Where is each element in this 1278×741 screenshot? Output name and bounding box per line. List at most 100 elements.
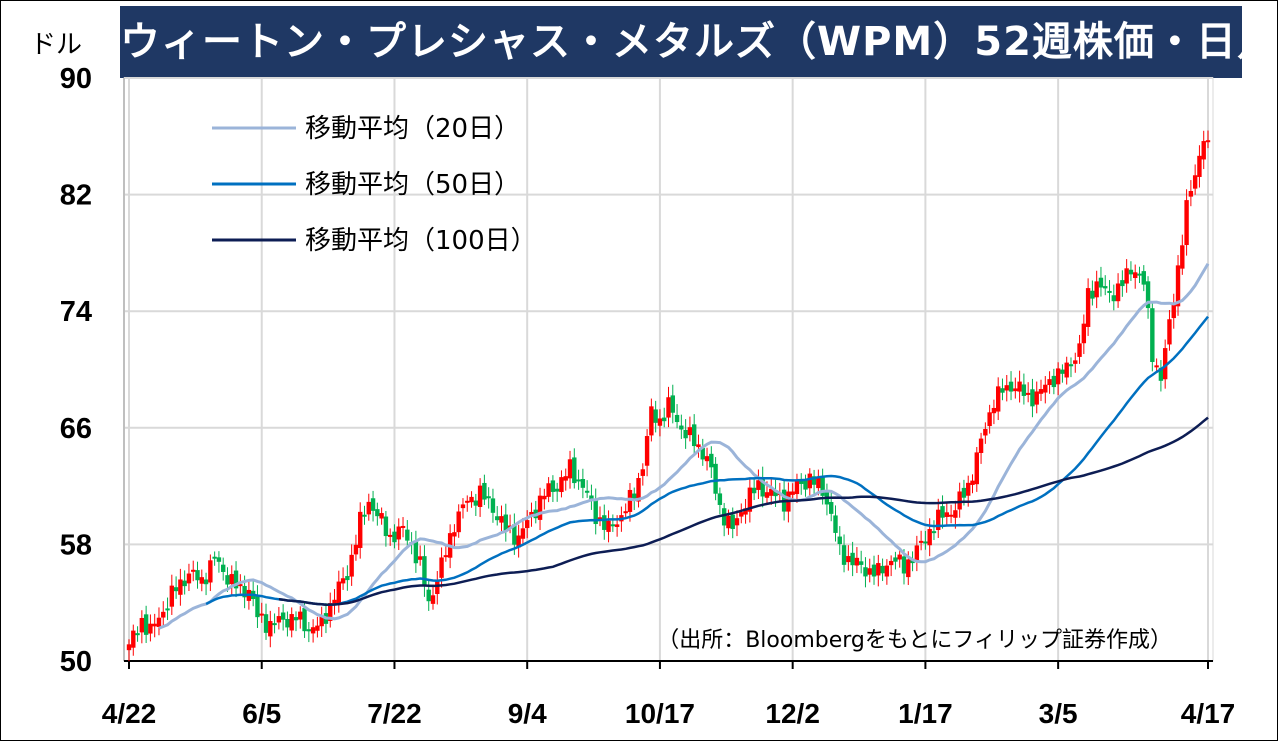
candle-body xyxy=(135,633,140,636)
candle-body xyxy=(208,560,213,583)
candle-body xyxy=(1145,281,1151,309)
y-tick-label: 58 xyxy=(60,529,92,561)
x-tick-label: 12/2 xyxy=(765,698,820,729)
candle-body xyxy=(550,480,556,492)
candle-body xyxy=(503,514,508,532)
candle-body xyxy=(606,520,611,532)
candle-body xyxy=(704,456,710,462)
candle-body xyxy=(152,623,157,627)
candle-body xyxy=(1103,286,1108,289)
candle-body xyxy=(1055,368,1061,385)
candle-body xyxy=(888,560,894,566)
candle-body xyxy=(554,488,560,492)
candle-body xyxy=(1004,385,1009,391)
candle-body xyxy=(747,487,753,512)
candle-body xyxy=(751,487,757,494)
ma-line-50 xyxy=(205,315,1209,606)
y-tick-label: 82 xyxy=(60,180,92,212)
candle-body xyxy=(584,490,590,493)
candle-body xyxy=(679,425,684,430)
candle-body xyxy=(691,424,697,447)
candle-body xyxy=(640,469,646,476)
candle-body xyxy=(948,514,954,517)
candle-body xyxy=(790,491,795,495)
candle-body xyxy=(918,540,924,543)
y-tick-label: 90 xyxy=(60,63,92,95)
candle-body xyxy=(944,512,950,517)
candle-body xyxy=(186,573,192,584)
candle-body xyxy=(910,560,915,564)
candle-body xyxy=(1162,348,1168,380)
candle-body xyxy=(1064,362,1069,378)
candle-body xyxy=(139,617,145,633)
axes: 50 58 66 74 82 90 4/22 6/5 7/22 9/4 10/17 12/2 1/17 3… xyxy=(60,63,1236,729)
x-tick-label: 9/4 xyxy=(508,698,547,729)
candle-body xyxy=(525,520,530,529)
candle-body xyxy=(405,529,410,541)
candle-body xyxy=(173,587,179,592)
candle-body xyxy=(854,557,860,566)
candle-body xyxy=(876,563,881,576)
candle-body xyxy=(717,493,723,505)
candle-body xyxy=(867,568,872,575)
candle-body xyxy=(799,479,804,484)
candle-body xyxy=(195,570,200,581)
candle-body xyxy=(1013,388,1018,392)
candle-body xyxy=(490,498,496,513)
candle-body xyxy=(238,584,243,587)
legend-label: 移動平均（100日） xyxy=(305,226,537,256)
candle-body xyxy=(983,428,988,436)
candle-body xyxy=(1017,381,1022,392)
candle-body xyxy=(1094,281,1099,298)
candle-body xyxy=(739,512,744,517)
candle-body xyxy=(1188,190,1194,197)
candle-body xyxy=(1171,303,1176,319)
candle-body xyxy=(974,452,979,485)
candle-body xyxy=(906,559,911,578)
candle-body xyxy=(400,525,406,528)
title-banner xyxy=(120,6,1242,78)
candle-body xyxy=(302,608,307,632)
candle-body xyxy=(229,574,234,585)
candle-body xyxy=(1025,392,1031,395)
candle-body xyxy=(1081,323,1087,344)
candle-body xyxy=(396,526,401,540)
candle-body xyxy=(970,480,975,485)
candle-body xyxy=(1008,381,1014,392)
candle-body xyxy=(182,580,187,587)
candle-body xyxy=(165,608,170,611)
candle-body xyxy=(931,531,937,534)
candle-body xyxy=(923,541,928,544)
candle-body xyxy=(306,629,312,632)
candle-body xyxy=(366,501,371,515)
candle-body xyxy=(272,623,277,626)
candle-body xyxy=(1034,391,1039,405)
candle-body xyxy=(345,576,350,581)
candle-body xyxy=(285,618,290,628)
candle-body xyxy=(126,644,132,651)
legend-label: 移動平均（20日） xyxy=(305,114,520,144)
candle-body xyxy=(362,514,367,517)
candle-body xyxy=(1201,141,1206,160)
y-tick-label: 74 xyxy=(60,296,92,328)
candle-body xyxy=(1197,155,1202,177)
candle-body xyxy=(143,614,149,635)
candle-body xyxy=(289,614,294,631)
candle-body xyxy=(1077,343,1082,357)
candle-body xyxy=(961,487,967,498)
candle-body xyxy=(632,493,637,500)
candle-body xyxy=(829,502,834,514)
candle-body xyxy=(743,508,748,515)
candle-body xyxy=(957,491,962,510)
candle-body xyxy=(328,603,333,621)
candle-body xyxy=(734,518,740,526)
candle-body xyxy=(1111,295,1117,302)
candle-body xyxy=(499,516,504,523)
candle-body xyxy=(349,554,354,577)
candle-body xyxy=(486,496,491,499)
candle-body xyxy=(216,557,222,562)
candle-body xyxy=(417,556,423,560)
candle-body xyxy=(1030,389,1035,407)
candle-body xyxy=(567,459,573,479)
